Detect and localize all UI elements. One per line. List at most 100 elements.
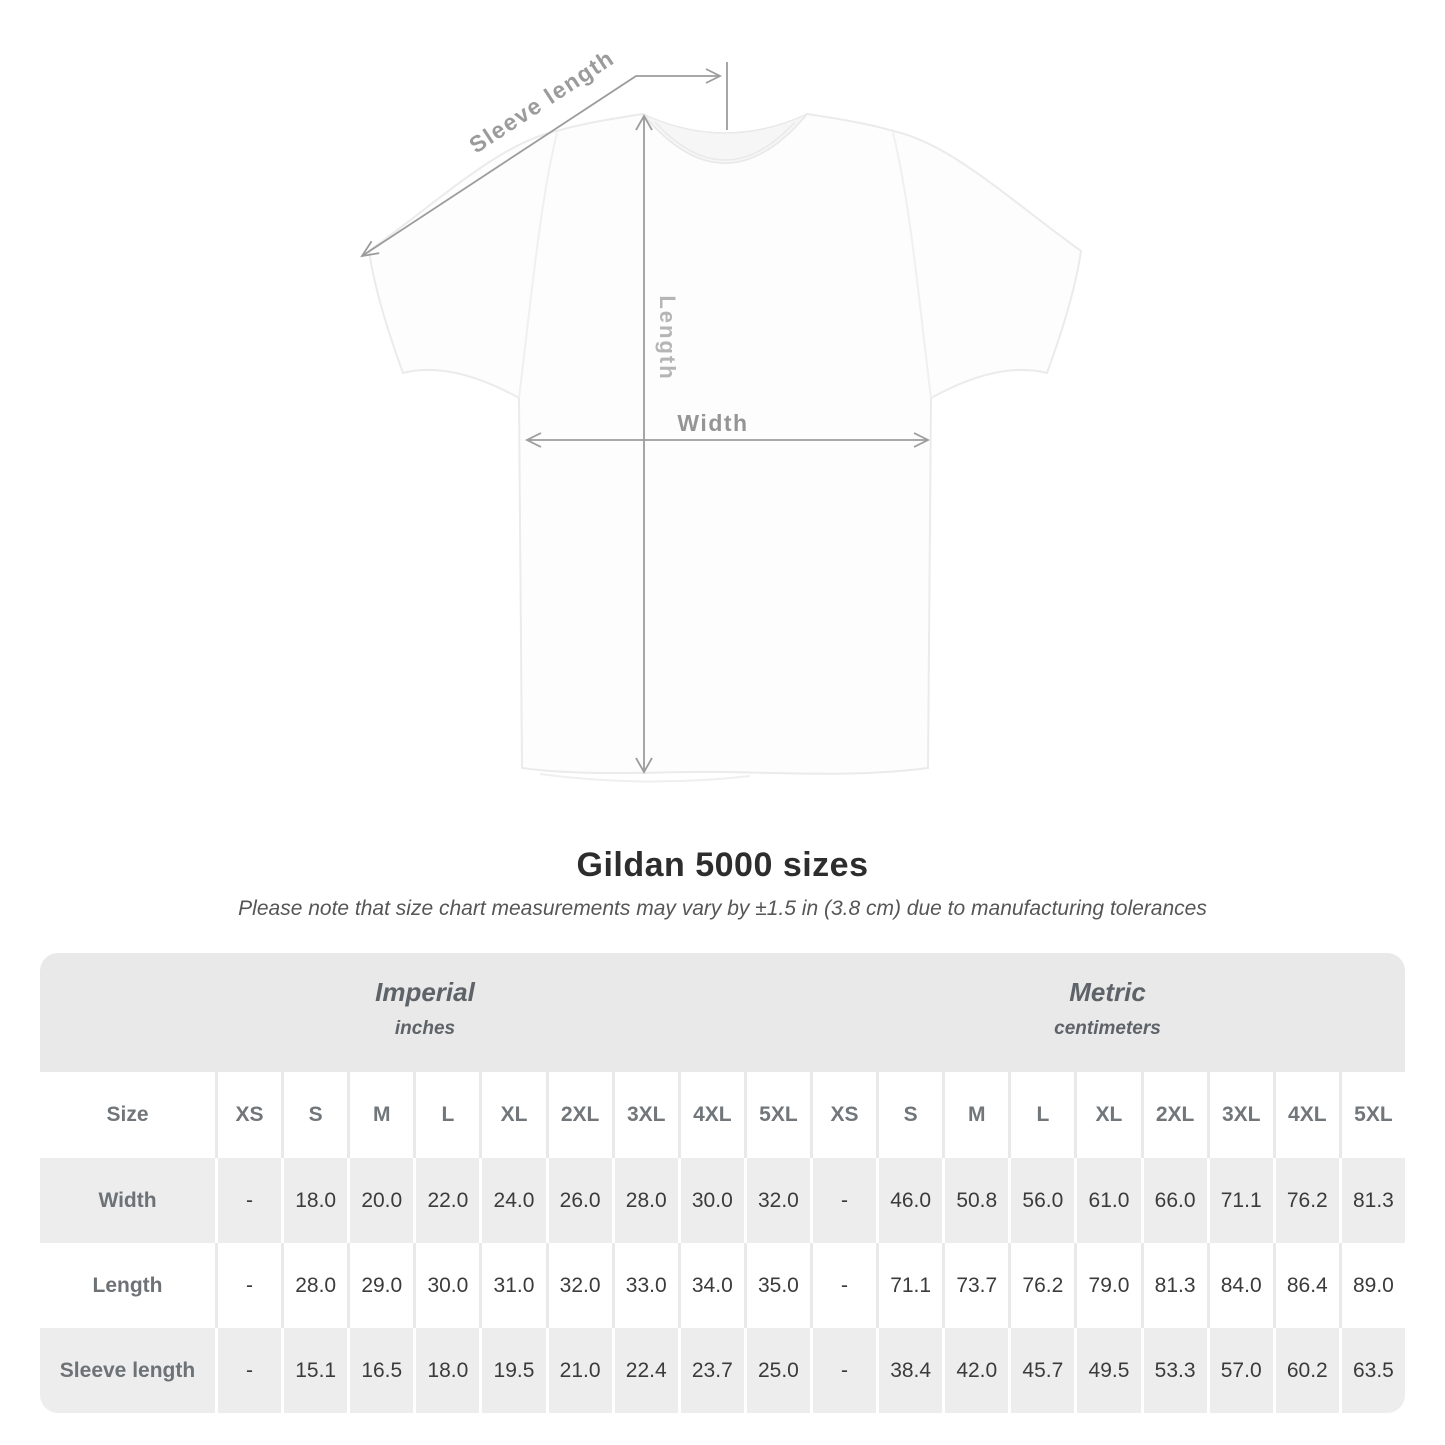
measurement-value: - — [809, 1328, 876, 1413]
size-chart-table-container: Imperial inches Metric centimeters Size … — [40, 953, 1405, 1413]
page-title: Gildan 5000 sizes — [576, 846, 869, 884]
size-col-imperial-l: L — [413, 1072, 480, 1158]
measurement-value: - — [215, 1243, 281, 1328]
measurement-value: 86.4 — [1272, 1243, 1339, 1328]
measurement-value: 34.0 — [677, 1243, 744, 1328]
measurement-value: 22.4 — [611, 1328, 678, 1413]
size-col-metric-m: M — [942, 1072, 1009, 1158]
size-col-metric-xs: XS — [809, 1072, 877, 1158]
measurement-value: 18.0 — [281, 1158, 347, 1243]
size-col-metric-xl: XL — [1074, 1072, 1141, 1158]
measurement-value: 53.3 — [1140, 1328, 1207, 1413]
row-label: Sleeve length — [59, 1358, 196, 1382]
measurement-value: 50.8 — [942, 1158, 1008, 1243]
title-block: Gildan 5000 sizes Please note that size … — [0, 846, 1445, 921]
size-col-imperial-m: M — [347, 1072, 414, 1158]
measurement-value: 76.2 — [1272, 1158, 1339, 1243]
measurement-value: 35.0 — [743, 1243, 810, 1328]
measurement-value: - — [215, 1328, 281, 1413]
size-col-metric-2xl: 2XL — [1140, 1072, 1207, 1158]
measurement-value: 19.5 — [479, 1328, 545, 1413]
measurement-value: 33.0 — [611, 1243, 678, 1328]
table-row: Sleeve length -15.1 16.5 18.0 19.5 21.0 22.4 23… — [40, 1328, 1405, 1413]
tshirt-shape — [367, 112, 1083, 783]
size-col-imperial-3xl: 3XL — [611, 1072, 678, 1158]
size-col-imperial-xs: XS — [215, 1072, 282, 1158]
measurement-value: 31.0 — [479, 1243, 545, 1328]
measurement-value: 24.0 — [479, 1158, 545, 1243]
measurement-value: 32.0 — [743, 1158, 810, 1243]
measurement-value: 81.3 — [1338, 1158, 1405, 1243]
measurement-value: 57.0 — [1206, 1328, 1273, 1413]
measurement-value: 79.0 — [1074, 1243, 1140, 1328]
measurement-value: 63.5 — [1338, 1328, 1405, 1413]
metric-group-unit: centimeters — [1054, 1017, 1161, 1039]
size-chart-table: Imperial inches Metric centimeters Size … — [40, 953, 1405, 1413]
size-col-metric-5xl: 5XL — [1338, 1072, 1405, 1158]
width-label: Width — [677, 410, 748, 436]
measurement-value: 16.5 — [347, 1328, 413, 1413]
table-row: Width -18.0 20.0 22.0 24.0 26.0 28.0 30.0 32.0-4… — [40, 1158, 1405, 1243]
measurement-value: 66.0 — [1140, 1158, 1207, 1243]
measurement-value: 23.7 — [677, 1328, 744, 1413]
table-row: Length -28.0 29.0 30.0 31.0 32.0 33.0 34.0 35.0-… — [40, 1243, 1405, 1328]
size-col-metric-s: S — [876, 1072, 943, 1158]
measurement-value: 22.0 — [413, 1158, 479, 1243]
measurement-value: 49.5 — [1074, 1328, 1140, 1413]
metric-group-name: Metric — [1069, 976, 1146, 1007]
unit-group-row: Imperial inches Metric centimeters — [40, 953, 1405, 1072]
tolerance-note: Please note that size chart measurements… — [238, 897, 1207, 920]
size-col-imperial-5xl: 5XL — [743, 1072, 810, 1158]
measurement-value: 71.1 — [1206, 1158, 1273, 1243]
measurement-value: 28.0 — [281, 1243, 347, 1328]
size-header-row: Size XS S M L XL 2XL 3XL 4XL 5XL XS S M L XL 2XL 3XL 4XL… — [40, 1072, 1405, 1158]
measure-rows: Width -18.0 20.0 22.0 24.0 26.0 28.0 30.0 32.0-4… — [40, 1158, 1405, 1413]
measurement-value: 61.0 — [1074, 1158, 1140, 1243]
measurement-value: 26.0 — [545, 1158, 612, 1243]
width-arrow: Width — [524, 410, 931, 448]
measurement-value: 21.0 — [545, 1328, 612, 1413]
length-label: Length — [655, 295, 680, 380]
row-label: Length — [92, 1273, 163, 1297]
measurement-value: 84.0 — [1206, 1243, 1273, 1328]
measurement-value: 81.3 — [1140, 1243, 1207, 1328]
measurement-value: 73.7 — [942, 1243, 1008, 1328]
measurement-value: 15.1 — [281, 1328, 347, 1413]
imperial-group-name: Imperial — [375, 976, 475, 1007]
size-col-metric-l: L — [1008, 1072, 1075, 1158]
measurement-value: 30.0 — [677, 1158, 744, 1243]
measurement-value: 25.0 — [743, 1328, 810, 1413]
measurement-value: 29.0 — [347, 1243, 413, 1328]
size-col-metric-4xl: 4XL — [1272, 1072, 1339, 1158]
imperial-group-header: Imperial inches — [40, 953, 810, 1072]
measurement-value: 20.0 — [347, 1158, 413, 1243]
measurement-value: 76.2 — [1008, 1243, 1074, 1328]
measurement-value: 28.0 — [611, 1158, 678, 1243]
measurement-value: 45.7 — [1008, 1328, 1074, 1413]
measurement-value: 46.0 — [876, 1158, 942, 1243]
measurement-value: 89.0 — [1338, 1243, 1405, 1328]
measurement-value: 42.0 — [942, 1328, 1008, 1413]
size-col-imperial-2xl: 2XL — [545, 1072, 612, 1158]
size-col-metric-3xl: 3XL — [1206, 1072, 1273, 1158]
imperial-group-unit: inches — [394, 1017, 456, 1039]
size-header-cell: Size — [40, 1072, 215, 1158]
measurement-value: 71.1 — [876, 1243, 942, 1328]
row-label: Width — [98, 1188, 157, 1212]
measurement-value: 60.2 — [1272, 1328, 1339, 1413]
measurement-value: 30.0 — [413, 1243, 479, 1328]
tshirt-diagram: Sleeve length Length Width — [360, 44, 1083, 783]
measurement-value: 56.0 — [1008, 1158, 1074, 1243]
metric-group-header: Metric centimeters — [809, 953, 1405, 1072]
measurement-value: - — [809, 1158, 876, 1243]
length-arrow: Length — [635, 114, 680, 774]
collar — [642, 113, 808, 164]
size-col-imperial-4xl: 4XL — [677, 1072, 744, 1158]
measurement-value: - — [809, 1243, 876, 1328]
tshirt-illustration: Sleeve length Length Width — [360, 44, 1083, 783]
measurement-value: 18.0 — [413, 1328, 479, 1413]
measurement-value: - — [215, 1158, 281, 1243]
measurement-value: 32.0 — [545, 1243, 612, 1328]
size-col-imperial-xl: XL — [479, 1072, 546, 1158]
measurement-value: 38.4 — [876, 1328, 942, 1413]
